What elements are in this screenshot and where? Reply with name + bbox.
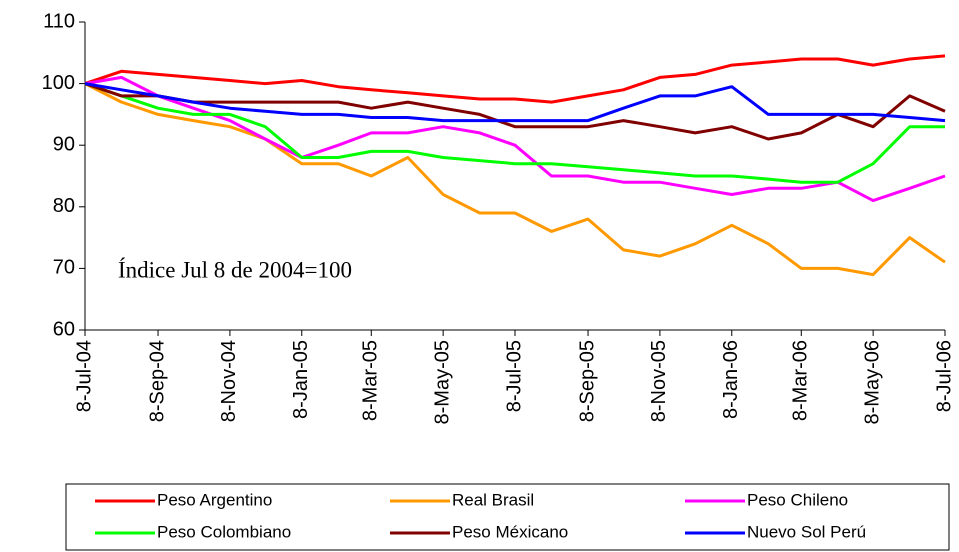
x-tick-label: 8-Jan-05 [290, 340, 312, 419]
legend-box [65, 483, 950, 551]
x-tick-label: 8-Mar-06 [790, 340, 812, 421]
x-tick-label: 8-Jul-04 [73, 340, 95, 412]
x-tick-label: 8-May-05 [431, 340, 453, 424]
y-tick-label: 110 [43, 10, 75, 32]
y-tick-label: 100 [42, 72, 75, 94]
x-tick-label: 8-Jul-05 [503, 340, 525, 412]
x-tick-label: 8-May-06 [861, 340, 883, 424]
annotation: Índice Jul 8 de 2004=100 [118, 257, 352, 282]
legend-label: Peso Argentino [157, 490, 272, 509]
x-tick-label: 8-Nov-05 [648, 340, 670, 422]
legend-label: Real Brasil [452, 490, 534, 509]
series-line [84, 82, 946, 141]
legend-label: Peso Colombiano [157, 522, 291, 541]
y-tick-label: 70 [53, 257, 75, 279]
x-tick-label: 8-Mar-05 [360, 340, 382, 421]
legend-label: Peso Méxicano [452, 522, 568, 541]
x-tick-label: 8-Sep-05 [576, 340, 598, 422]
legend-label: Peso Chileno [747, 490, 848, 509]
y-tick-label: 90 [53, 133, 75, 155]
series-line [84, 82, 946, 123]
x-tick-label: 8-Jan-06 [720, 340, 742, 419]
series-line [84, 82, 946, 277]
series-line [84, 82, 945, 184]
legend-label: Nuevo Sol Perú [747, 522, 866, 541]
x-tick-label: 8-Nov-04 [218, 340, 240, 422]
x-tick-label: 8-Jul-06 [933, 340, 955, 412]
series-line [84, 54, 946, 104]
series-line [84, 75, 946, 203]
y-tick-label: 60 [53, 318, 75, 340]
y-tick-label: 80 [53, 195, 75, 217]
x-tick-label: 8-Sep-04 [146, 340, 168, 422]
